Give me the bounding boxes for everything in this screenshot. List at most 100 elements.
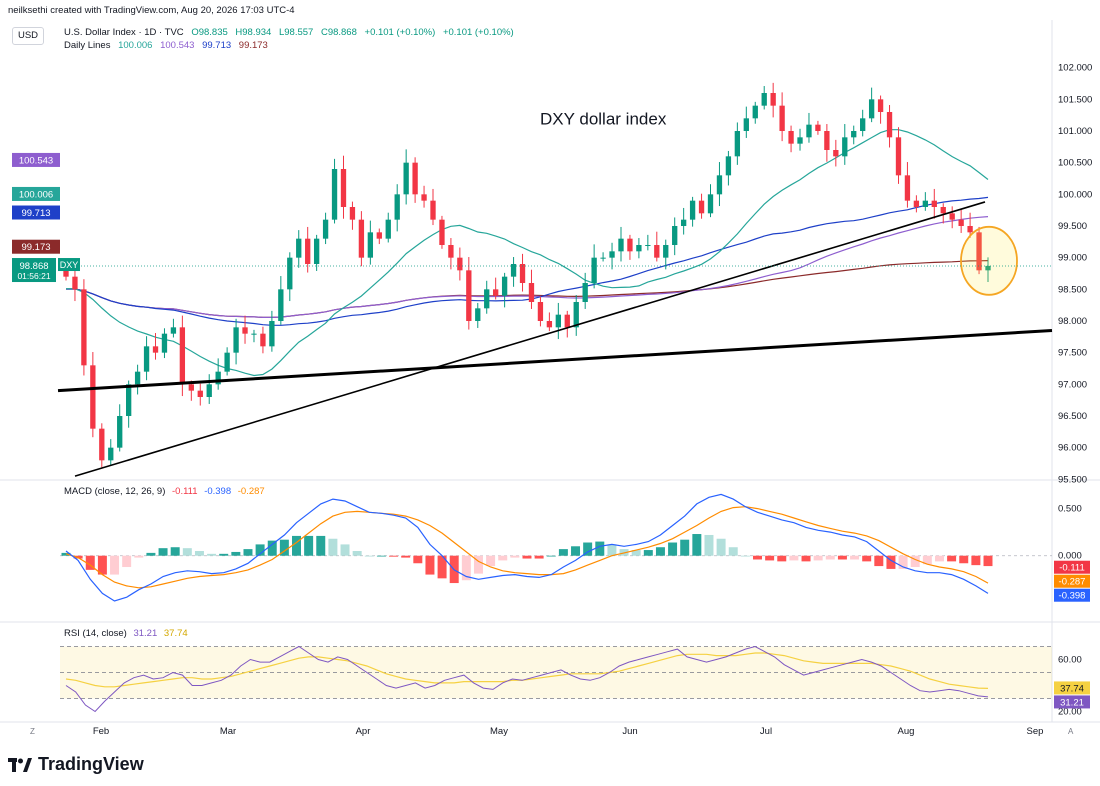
macd-histogram-bar [668, 542, 678, 556]
macd-histogram-bar [376, 555, 386, 557]
currency-button[interactable]: USD [12, 27, 44, 45]
candle [108, 447, 114, 461]
candle [806, 124, 812, 138]
candle [242, 327, 248, 334]
macd-histogram-bar [413, 555, 423, 564]
z-button[interactable]: Z [30, 727, 35, 736]
x-tick-label: Apr [356, 726, 371, 737]
macd-histogram-bar [971, 555, 981, 566]
support-trendline [74, 201, 986, 477]
macd-histogram-bar [910, 555, 920, 568]
candle [528, 283, 535, 302]
macd-histogram-bar [437, 555, 447, 579]
macd-histogram-bar [292, 535, 301, 556]
macd-histogram-bar [801, 555, 811, 562]
candle [90, 365, 96, 429]
y-tick-label: 95.500 [1058, 474, 1087, 485]
chart-canvas[interactable]: 95.500 96.000 96.500 97.000 97.500 98.000 98.5… [0, 0, 1100, 750]
candle [779, 105, 785, 131]
macd-histogram-bar [352, 551, 362, 556]
macd-legend-label[interactable]: MACD (close, 12, 26, 9) [64, 486, 166, 497]
candle [940, 207, 946, 214]
indicator-name[interactable]: Daily Lines [64, 40, 111, 51]
macd-histogram-bar [813, 555, 823, 561]
macd-histogram-bar [837, 555, 847, 560]
candle [833, 150, 839, 157]
rsi-value: 31.21 [133, 628, 158, 639]
rsi-ma-price-label [1054, 681, 1090, 695]
candle [179, 327, 186, 385]
macd-y-tick: 0.500 [1058, 504, 1082, 515]
ma100-price-label [12, 152, 60, 167]
macd-histogram-bar [255, 544, 265, 556]
y-tick-label: 98.000 [1058, 316, 1087, 327]
candle [197, 390, 203, 397]
a-button[interactable]: A [1068, 727, 1074, 736]
candle [63, 270, 69, 277]
candle [134, 371, 141, 385]
macd-histogram-bar [158, 548, 168, 556]
macd-histogram-bar [959, 555, 969, 564]
ma20-legend-value: 100.006 [118, 40, 153, 51]
candle [895, 137, 902, 176]
macd-histogram-bar [789, 555, 799, 561]
candle [475, 308, 481, 321]
candle [331, 169, 338, 220]
candle [824, 131, 830, 150]
candle [788, 131, 794, 144]
macd-histogram-bar [595, 541, 605, 556]
candle [448, 245, 454, 258]
candle [439, 219, 445, 245]
candle [322, 219, 329, 239]
ma20-price-label-text: 100.006 [19, 189, 53, 200]
candle [815, 124, 821, 131]
main-legend: U.S. Dollar Index · 1D · TVC O98.835 H98… [64, 27, 519, 38]
candle [734, 131, 741, 157]
y-tick-label: 98.500 [1058, 284, 1087, 295]
candle [904, 175, 911, 201]
symbol-label[interactable]: U.S. Dollar Index · 1D · TVC [64, 27, 184, 38]
candle [403, 162, 409, 195]
rsi-y-tick: 20.00 [1058, 707, 1082, 718]
candle [672, 226, 678, 245]
candle [797, 137, 803, 144]
candle [251, 333, 257, 335]
ma50-price-label [12, 205, 60, 220]
candle [493, 289, 499, 296]
x-tick-label: Jul [760, 726, 772, 737]
macd-histogram-bar [304, 535, 314, 556]
candle [170, 327, 177, 334]
macd-histogram-bar [110, 555, 120, 575]
macd-histogram-bar [534, 555, 544, 559]
y-tick-label: 102.000 [1058, 63, 1092, 74]
macd-histogram-bar [85, 555, 95, 570]
highlight-circle [960, 225, 1018, 296]
macd-histogram-bar [898, 555, 908, 569]
macd-histogram-bar [522, 555, 532, 559]
candle [546, 321, 553, 328]
candle [949, 213, 955, 220]
tradingview-icon [8, 757, 32, 772]
macd-histogram-bar [716, 538, 726, 556]
candle [707, 194, 714, 214]
candle [72, 276, 78, 290]
macd-hist-price-label-text: -0.111 [1059, 563, 1085, 574]
candle [689, 200, 696, 220]
y-tick-label: 101.000 [1058, 126, 1092, 137]
macd-line-price-label [1054, 588, 1090, 602]
macd-histogram-bar [401, 555, 411, 558]
macd-histogram-bar [862, 555, 872, 562]
candle [555, 314, 561, 328]
x-tick-label: Sep [1027, 726, 1044, 737]
candle [663, 245, 669, 258]
macd-histogram-bar [947, 555, 957, 562]
chart-annotation: DXY dollar index [540, 110, 667, 129]
rsi-ma-line [65, 652, 989, 689]
macd-histogram-bar [170, 547, 180, 556]
rsi-legend-label[interactable]: RSI (14, close) [64, 628, 127, 639]
candle [117, 416, 123, 448]
macd-signal-line [65, 506, 989, 589]
macd-histogram-bar [753, 555, 762, 560]
ma100-legend-value: 100.543 [160, 40, 195, 51]
candle [868, 99, 875, 119]
